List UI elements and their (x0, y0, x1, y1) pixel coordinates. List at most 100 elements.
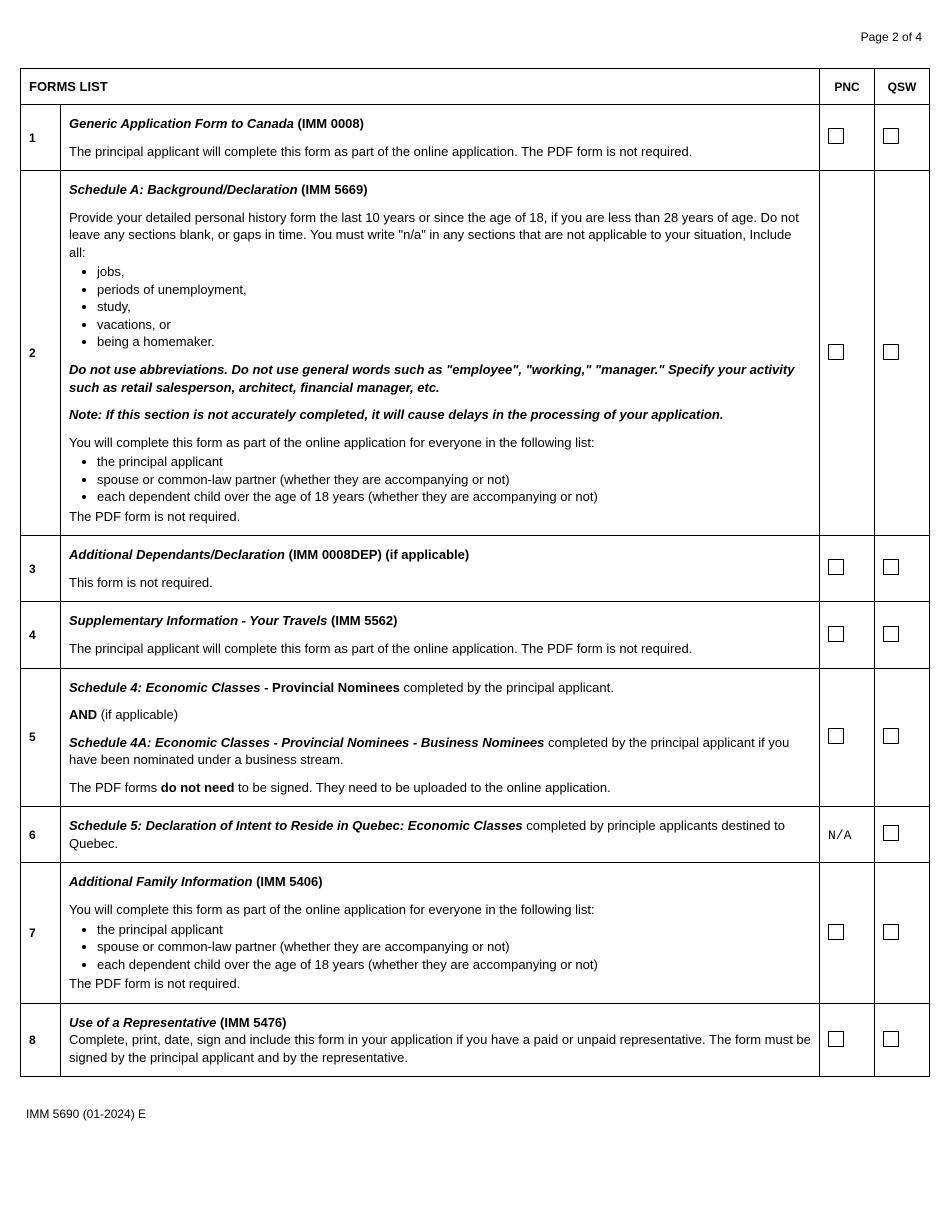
form-text: The PDF form is not required. (69, 975, 811, 993)
row-description: Generic Application Form to Canada (IMM … (61, 105, 820, 171)
row-description: Additional Dependants/Declaration (IMM 0… (61, 536, 820, 602)
forms-list-header: FORMS LIST (21, 69, 820, 105)
row-number: 5 (21, 668, 61, 807)
row-description: Schedule A: Background/Declaration (IMM … (61, 171, 820, 536)
checkbox-icon[interactable] (828, 1031, 844, 1047)
form-text: Provide your detailed personal history f… (69, 209, 811, 262)
pnc-cell (820, 171, 875, 536)
form-code: (IMM 5562) (331, 613, 397, 628)
form-title: Use of a Representative (69, 1015, 216, 1030)
checkbox-icon[interactable] (883, 825, 899, 841)
qsw-cell (875, 807, 930, 863)
checkbox-icon[interactable] (828, 626, 844, 642)
form-title: Schedule A: Background/Declaration (69, 182, 298, 197)
list-item: periods of unemployment, (97, 281, 811, 299)
checkbox-icon[interactable] (883, 626, 899, 642)
checkbox-icon[interactable] (828, 924, 844, 940)
form-code: (IMM 0008) (298, 116, 364, 131)
checkbox-icon[interactable] (883, 128, 899, 144)
form-note: Note: If this section is not accurately … (69, 406, 811, 424)
qsw-cell (875, 171, 930, 536)
table-row: 8 Use of a Representative (IMM 5476) Com… (21, 1003, 930, 1077)
checkbox-icon[interactable] (828, 728, 844, 744)
form-code: (IMM 5406) (256, 874, 322, 889)
form-text: The principal applicant will complete th… (69, 143, 811, 161)
forms-table: FORMS LIST PNC QSW 1 Generic Application… (20, 68, 930, 1077)
row-description: Schedule 5: Declaration of Intent to Res… (61, 807, 820, 863)
row-number: 7 (21, 863, 61, 1003)
na-label: N/A (828, 828, 851, 843)
bullet-list: the principal applicant spouse or common… (97, 921, 811, 974)
qsw-cell (875, 602, 930, 668)
list-item: each dependent child over the age of 18 … (97, 956, 811, 974)
form-code: (IMM 0008DEP) (if applicable) (289, 547, 470, 562)
col-qsw-header: QSW (875, 69, 930, 105)
qsw-cell (875, 1003, 930, 1077)
table-row: 5 Schedule 4: Economic Classes - Provinc… (21, 668, 930, 807)
form-text: The PDF form is not required. (69, 508, 811, 526)
checkbox-icon[interactable] (883, 1031, 899, 1047)
table-row: 7 Additional Family Information (IMM 540… (21, 863, 930, 1003)
form-title: Schedule 4A: Economic Classes - Provinci… (69, 735, 544, 750)
form-title: Schedule 5: Declaration of Intent to Res… (69, 818, 523, 833)
list-item: the principal applicant (97, 921, 811, 939)
row-description: Additional Family Information (IMM 5406)… (61, 863, 820, 1003)
row-number: 4 (21, 602, 61, 668)
form-text: You will complete this form as part of t… (69, 901, 811, 919)
row-description: Use of a Representative (IMM 5476) Compl… (61, 1003, 820, 1077)
form-text: (if applicable) (97, 707, 178, 722)
qsw-cell (875, 536, 930, 602)
qsw-cell (875, 668, 930, 807)
form-title: Additional Dependants/Declaration (69, 547, 285, 562)
list-item: vacations, or (97, 316, 811, 334)
form-title: Supplementary Information - Your Travels (69, 613, 327, 628)
and-label: AND (69, 707, 97, 722)
pnc-cell (820, 105, 875, 171)
col-pnc-header: PNC (820, 69, 875, 105)
form-text: The PDF forms (69, 780, 161, 795)
qsw-cell (875, 863, 930, 1003)
list-item: spouse or common-law partner (whether th… (97, 471, 811, 489)
form-code: (IMM 5669) (301, 182, 367, 197)
pnc-cell (820, 1003, 875, 1077)
checkbox-icon[interactable] (828, 128, 844, 144)
form-code: (IMM 5476) (220, 1015, 286, 1030)
form-text: Complete, print, date, sign and include … (69, 1031, 811, 1066)
checkbox-icon[interactable] (883, 728, 899, 744)
form-text-bold: do not need (161, 780, 235, 795)
checkbox-icon[interactable] (828, 559, 844, 575)
table-row: 6 Schedule 5: Declaration of Intent to R… (21, 807, 930, 863)
table-row: 2 Schedule A: Background/Declaration (IM… (21, 171, 930, 536)
row-description: Supplementary Information - Your Travels… (61, 602, 820, 668)
pnc-cell (820, 536, 875, 602)
list-item: spouse or common-law partner (whether th… (97, 938, 811, 956)
pnc-cell: N/A (820, 807, 875, 863)
list-item: the principal applicant (97, 453, 811, 471)
checkbox-icon[interactable] (883, 344, 899, 360)
checkbox-icon[interactable] (883, 924, 899, 940)
table-row: 4 Supplementary Information - Your Trave… (21, 602, 930, 668)
form-subtitle: Provincial Nominees (272, 680, 400, 695)
form-title: Additional Family Information (69, 874, 252, 889)
pnc-cell (820, 602, 875, 668)
table-row: 3 Additional Dependants/Declaration (IMM… (21, 536, 930, 602)
row-number: 1 (21, 105, 61, 171)
form-text: to be signed. They need to be uploaded t… (234, 780, 610, 795)
row-number: 3 (21, 536, 61, 602)
row-description: Schedule 4: Economic Classes - Provincia… (61, 668, 820, 807)
list-item: jobs, (97, 263, 811, 281)
pnc-cell (820, 668, 875, 807)
form-text: completed by the principal applicant. (400, 680, 614, 695)
row-number: 8 (21, 1003, 61, 1077)
row-number: 2 (21, 171, 61, 536)
pnc-cell (820, 863, 875, 1003)
list-item: each dependent child over the age of 18 … (97, 488, 811, 506)
form-warning: Do not use abbreviations. Do not use gen… (69, 361, 811, 396)
footer-code: IMM 5690 (01-2024) E (20, 1107, 930, 1121)
form-title: Schedule 4: Economic Classes - (69, 680, 272, 695)
list-item: study, (97, 298, 811, 316)
checkbox-icon[interactable] (828, 344, 844, 360)
checkbox-icon[interactable] (883, 559, 899, 575)
form-text: You will complete this form as part of t… (69, 434, 811, 452)
row-number: 6 (21, 807, 61, 863)
